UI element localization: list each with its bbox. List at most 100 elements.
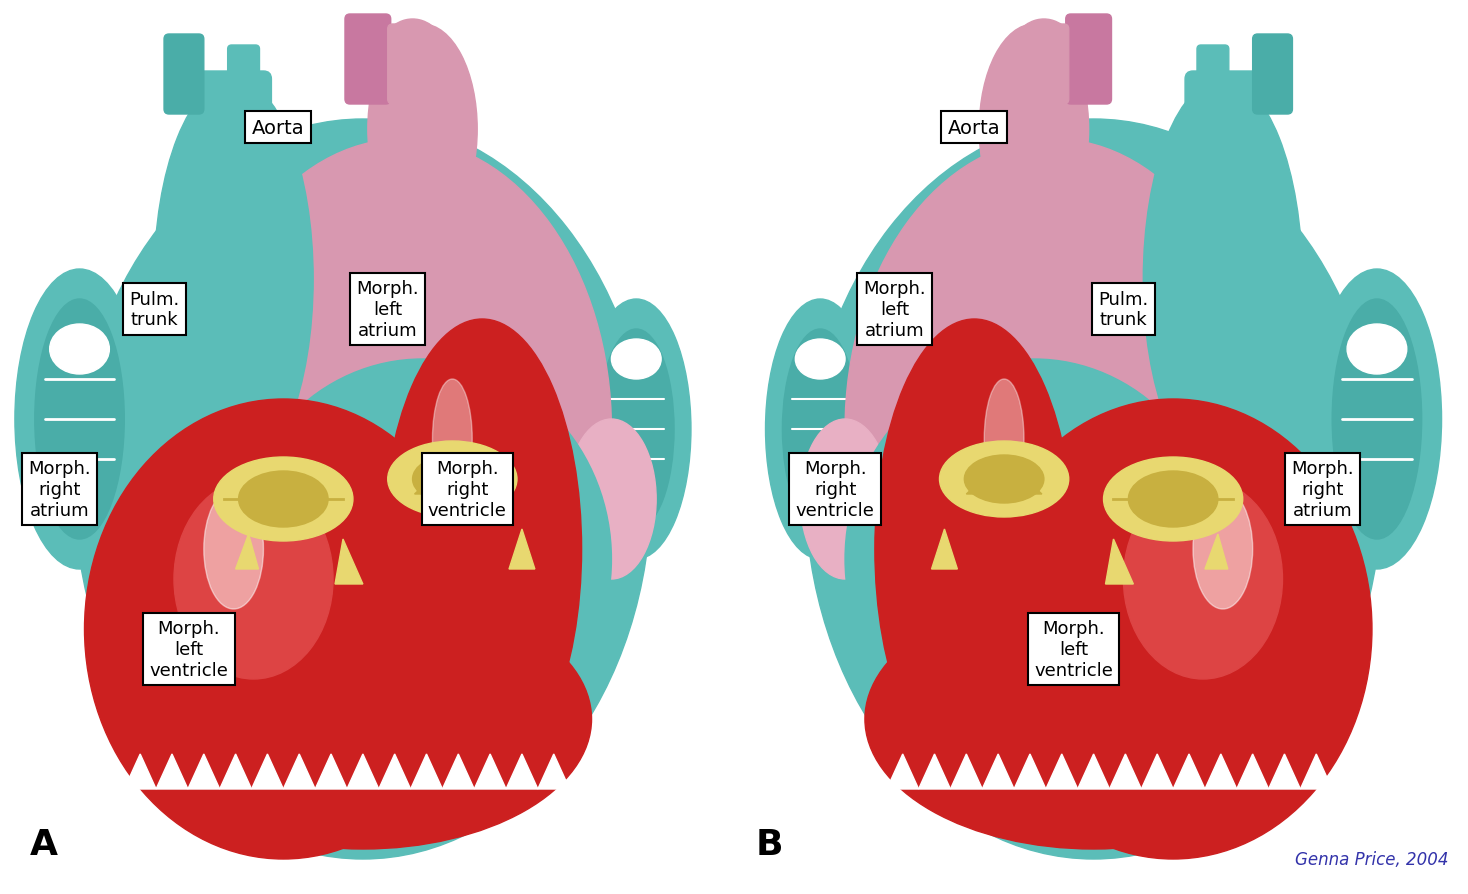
Polygon shape — [1045, 755, 1078, 789]
Ellipse shape — [581, 299, 691, 560]
Ellipse shape — [433, 380, 473, 500]
Ellipse shape — [413, 455, 492, 503]
Polygon shape — [156, 755, 188, 789]
Polygon shape — [220, 755, 251, 789]
Polygon shape — [1014, 755, 1045, 789]
Ellipse shape — [1331, 299, 1421, 539]
Polygon shape — [236, 535, 258, 569]
Ellipse shape — [154, 80, 313, 479]
Text: Morph.
left
ventricle: Morph. left ventricle — [150, 620, 229, 679]
Ellipse shape — [204, 489, 263, 610]
Text: Morph.
right
atrium: Morph. right atrium — [1290, 460, 1353, 519]
Ellipse shape — [75, 120, 652, 859]
Ellipse shape — [875, 320, 1073, 780]
Ellipse shape — [800, 419, 890, 579]
Ellipse shape — [1312, 270, 1442, 569]
Polygon shape — [1268, 755, 1301, 789]
FancyBboxPatch shape — [345, 15, 390, 105]
Ellipse shape — [806, 120, 1381, 859]
Ellipse shape — [50, 325, 109, 375]
Polygon shape — [283, 755, 316, 789]
FancyBboxPatch shape — [1252, 35, 1292, 114]
Polygon shape — [982, 755, 1014, 789]
Ellipse shape — [214, 458, 352, 542]
Ellipse shape — [377, 20, 448, 100]
Polygon shape — [1205, 535, 1227, 569]
Ellipse shape — [194, 139, 611, 719]
Polygon shape — [932, 529, 957, 569]
Polygon shape — [1141, 755, 1173, 789]
Polygon shape — [509, 529, 534, 569]
Ellipse shape — [865, 589, 1323, 849]
Polygon shape — [1110, 755, 1141, 789]
FancyBboxPatch shape — [1196, 46, 1229, 109]
Polygon shape — [966, 460, 1042, 494]
Ellipse shape — [175, 479, 333, 679]
Polygon shape — [602, 755, 633, 789]
Ellipse shape — [352, 539, 552, 780]
Ellipse shape — [233, 359, 611, 759]
Polygon shape — [854, 755, 887, 789]
Polygon shape — [125, 755, 156, 789]
Text: A: A — [29, 827, 57, 861]
Ellipse shape — [846, 139, 1262, 719]
FancyBboxPatch shape — [1185, 72, 1261, 207]
Ellipse shape — [134, 589, 592, 849]
FancyBboxPatch shape — [1029, 25, 1069, 105]
Ellipse shape — [1129, 471, 1218, 527]
Polygon shape — [950, 755, 982, 789]
Polygon shape — [1173, 755, 1205, 789]
FancyBboxPatch shape — [195, 72, 272, 207]
Text: Genna Price, 2004: Genna Price, 2004 — [1295, 850, 1449, 868]
Ellipse shape — [975, 400, 1373, 859]
Polygon shape — [442, 755, 474, 789]
Ellipse shape — [796, 340, 846, 380]
Polygon shape — [379, 755, 411, 789]
Polygon shape — [251, 755, 283, 789]
Ellipse shape — [984, 380, 1025, 500]
Text: Morph.
left
atrium: Morph. left atrium — [863, 280, 926, 340]
Polygon shape — [474, 755, 506, 789]
Ellipse shape — [85, 400, 482, 859]
Ellipse shape — [611, 340, 661, 380]
Ellipse shape — [1193, 489, 1252, 610]
Ellipse shape — [567, 419, 656, 579]
Ellipse shape — [1009, 20, 1079, 100]
Polygon shape — [1078, 755, 1110, 789]
Ellipse shape — [782, 330, 857, 529]
Ellipse shape — [846, 359, 1223, 759]
Polygon shape — [537, 755, 570, 789]
FancyBboxPatch shape — [388, 25, 427, 105]
FancyBboxPatch shape — [164, 35, 204, 114]
Ellipse shape — [1123, 479, 1283, 679]
Ellipse shape — [765, 299, 875, 560]
Ellipse shape — [35, 299, 125, 539]
Polygon shape — [1236, 755, 1268, 789]
Text: Morph.
left
atrium: Morph. left atrium — [357, 280, 418, 340]
Polygon shape — [316, 755, 346, 789]
Ellipse shape — [940, 442, 1069, 518]
Ellipse shape — [1104, 458, 1243, 542]
Ellipse shape — [1348, 325, 1406, 375]
Polygon shape — [411, 755, 442, 789]
Ellipse shape — [904, 539, 1104, 780]
Text: Aorta: Aorta — [252, 118, 305, 138]
Text: Morph.
left
ventricle: Morph. left ventricle — [1035, 620, 1113, 679]
Ellipse shape — [1144, 80, 1302, 479]
Polygon shape — [506, 755, 537, 789]
Ellipse shape — [388, 442, 517, 518]
Polygon shape — [1331, 755, 1364, 789]
Polygon shape — [1105, 539, 1133, 585]
Polygon shape — [346, 755, 379, 789]
Text: Morph.
right
ventricle: Morph. right ventricle — [427, 460, 506, 519]
Ellipse shape — [239, 471, 327, 527]
Text: Aorta: Aorta — [948, 118, 1001, 138]
Ellipse shape — [964, 455, 1044, 503]
Polygon shape — [1301, 755, 1331, 789]
Polygon shape — [188, 755, 220, 789]
Text: Morph.
right
ventricle: Morph. right ventricle — [796, 460, 875, 519]
Polygon shape — [1205, 755, 1236, 789]
Ellipse shape — [15, 270, 144, 569]
FancyBboxPatch shape — [1066, 15, 1111, 105]
FancyBboxPatch shape — [228, 46, 260, 109]
